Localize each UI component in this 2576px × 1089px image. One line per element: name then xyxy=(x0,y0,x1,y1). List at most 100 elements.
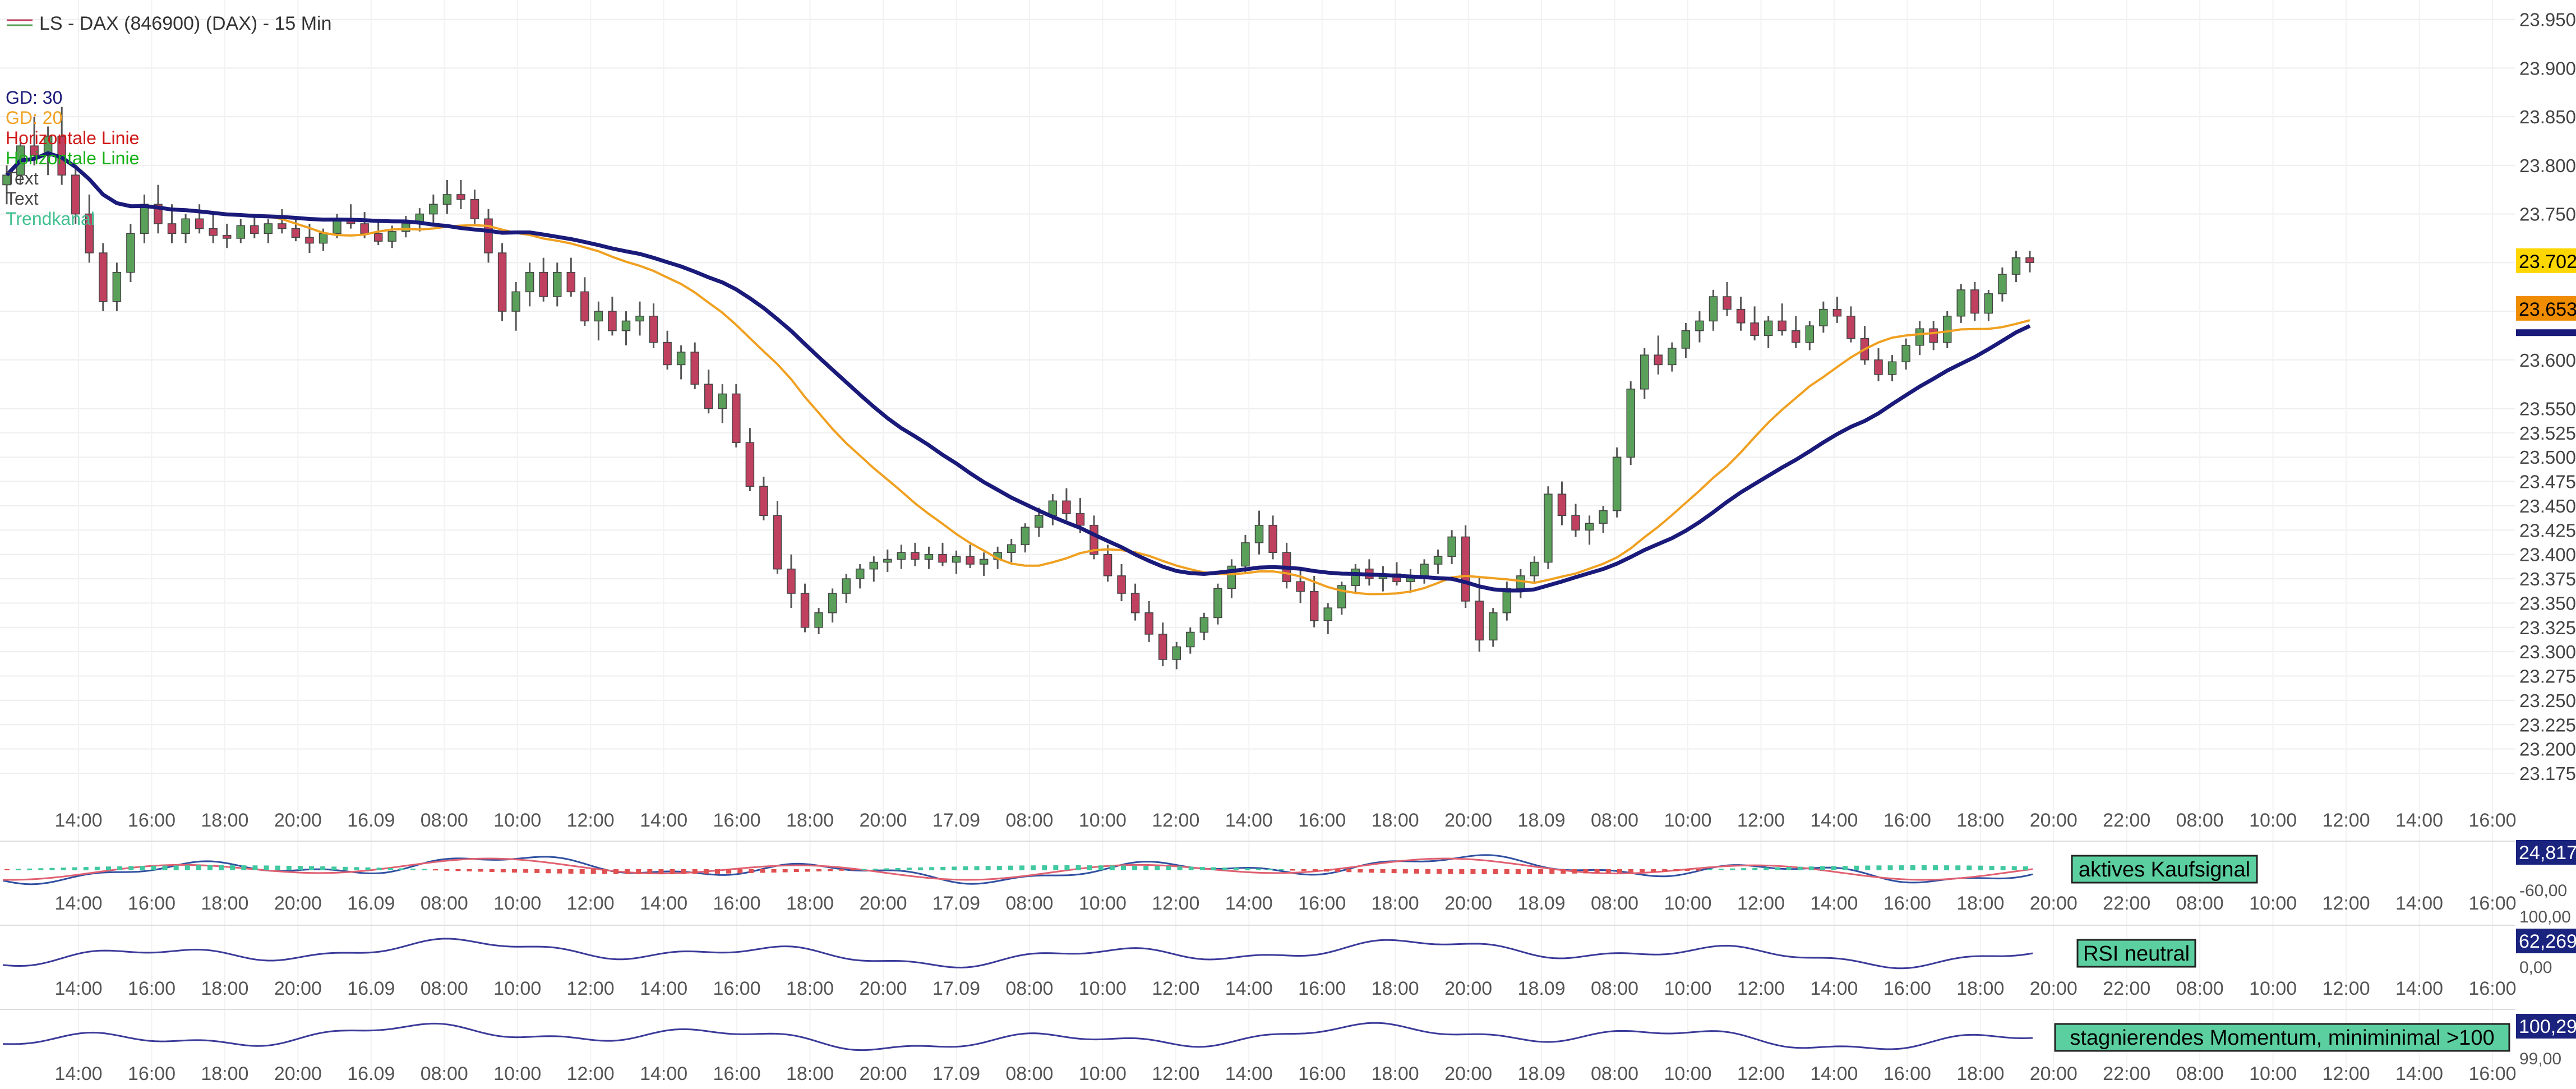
candle[interactable] xyxy=(1874,359,1883,375)
candle[interactable] xyxy=(966,556,975,565)
candle[interactable] xyxy=(1530,561,1539,576)
candle[interactable] xyxy=(1186,631,1195,648)
candle[interactable] xyxy=(1062,500,1071,514)
candle[interactable] xyxy=(1640,354,1649,390)
candle[interactable] xyxy=(99,252,108,302)
candle[interactable] xyxy=(1172,646,1181,660)
candle[interactable] xyxy=(842,578,851,594)
candle[interactable] xyxy=(1915,328,1924,346)
candle[interactable] xyxy=(911,552,920,560)
candle[interactable] xyxy=(1695,320,1704,331)
candle[interactable] xyxy=(85,213,94,253)
candle[interactable] xyxy=(1048,500,1058,516)
candle[interactable] xyxy=(222,235,232,239)
candle[interactable] xyxy=(1158,634,1167,660)
candle[interactable] xyxy=(718,393,727,409)
candle[interactable] xyxy=(43,136,53,156)
candle[interactable] xyxy=(663,342,672,366)
candle[interactable] xyxy=(1819,308,1828,326)
candle[interactable] xyxy=(1144,612,1153,635)
candle[interactable] xyxy=(1007,544,1016,553)
candle[interactable] xyxy=(1901,345,1910,363)
candle[interactable] xyxy=(1241,542,1250,567)
candle[interactable] xyxy=(814,612,823,628)
candle[interactable] xyxy=(979,559,989,565)
candle[interactable] xyxy=(71,174,80,215)
candle[interactable] xyxy=(1585,523,1594,531)
candle[interactable] xyxy=(828,593,837,613)
candle[interactable] xyxy=(1433,556,1443,565)
candle[interactable] xyxy=(140,204,149,234)
candle[interactable] xyxy=(608,311,617,331)
candle[interactable] xyxy=(1571,515,1580,531)
candle[interactable] xyxy=(112,271,122,302)
candle[interactable] xyxy=(1942,315,1952,343)
candle[interactable] xyxy=(456,194,465,200)
candle[interactable] xyxy=(1805,325,1815,343)
candle[interactable] xyxy=(1502,588,1512,613)
candle[interactable] xyxy=(1544,493,1553,563)
candle[interactable] xyxy=(1199,617,1209,633)
candle[interactable] xyxy=(759,486,768,516)
candle[interactable] xyxy=(236,225,246,239)
candle[interactable] xyxy=(1351,568,1360,586)
candle[interactable] xyxy=(787,568,796,594)
candle[interactable] xyxy=(1599,510,1608,524)
indicator-signal-label[interactable]: stagnierendes Momentum, miniminimal >100 xyxy=(2054,1023,2510,1052)
candle[interactable] xyxy=(1887,361,1897,375)
candle[interactable] xyxy=(773,515,782,570)
candle[interactable] xyxy=(1475,601,1484,641)
candle[interactable] xyxy=(360,223,369,234)
candle[interactable] xyxy=(1929,328,1938,343)
candle[interactable] xyxy=(1750,322,1759,336)
candle[interactable] xyxy=(1736,308,1746,324)
candle[interactable] xyxy=(732,393,741,443)
candle[interactable] xyxy=(181,218,190,234)
candle[interactable] xyxy=(635,315,644,322)
candle[interactable] xyxy=(649,315,658,343)
candle[interactable] xyxy=(1709,296,1718,322)
candle[interactable] xyxy=(1296,581,1305,592)
candle[interactable] xyxy=(401,223,410,232)
candle[interactable] xyxy=(1668,348,1677,366)
candle[interactable] xyxy=(676,352,686,366)
candle[interactable] xyxy=(1723,296,1732,310)
candle[interactable] xyxy=(1764,320,1773,336)
candle[interactable] xyxy=(305,237,314,244)
candle[interactable] xyxy=(952,556,961,563)
candle[interactable] xyxy=(1420,564,1429,576)
candle[interactable] xyxy=(1557,493,1567,516)
candle[interactable] xyxy=(1254,524,1264,543)
candle[interactable] xyxy=(621,320,631,331)
candle[interactable] xyxy=(924,553,934,560)
candle[interactable] xyxy=(1268,524,1277,553)
candle[interactable] xyxy=(318,233,328,244)
candle[interactable] xyxy=(511,291,520,312)
candle[interactable] xyxy=(1984,293,1993,314)
candle[interactable] xyxy=(938,553,947,563)
indicator-signal-label[interactable]: RSI neutral xyxy=(2076,939,2196,968)
candle[interactable] xyxy=(539,271,548,297)
candle[interactable] xyxy=(566,271,576,293)
candle[interactable] xyxy=(2011,257,2021,275)
candle[interactable] xyxy=(1998,274,2007,294)
candle[interactable] xyxy=(387,231,396,242)
candle[interactable] xyxy=(855,568,865,579)
candle[interactable] xyxy=(1130,593,1140,613)
candle[interactable] xyxy=(291,228,301,238)
candle[interactable] xyxy=(2025,257,2034,264)
candle[interactable] xyxy=(195,218,204,229)
candle[interactable] xyxy=(1323,607,1332,621)
candle[interactable] xyxy=(1309,590,1319,621)
candle[interactable] xyxy=(1612,456,1622,511)
candle[interactable] xyxy=(1832,308,1842,317)
candle[interactable] xyxy=(373,233,383,242)
candle[interactable] xyxy=(497,252,507,312)
candle[interactable] xyxy=(1956,289,1966,317)
indicator-signal-label[interactable]: aktives Kaufsignal xyxy=(2071,855,2258,884)
candle[interactable] xyxy=(429,204,438,215)
candle[interactable] xyxy=(278,223,287,229)
candle[interactable] xyxy=(209,228,218,236)
